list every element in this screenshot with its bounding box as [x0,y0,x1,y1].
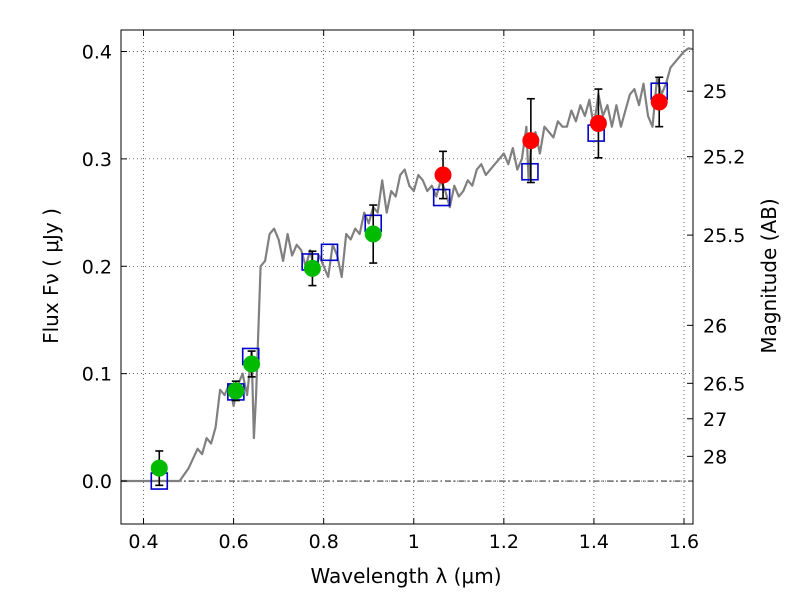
model-square-point [432,188,451,207]
error-bars [155,76,664,487]
right-tick-label: 25 [703,81,727,103]
y-tick-label: 0.1 [82,364,112,386]
data-point [434,166,452,184]
model-spectrum [121,47,694,483]
x-tick-label: 1.6 [669,531,699,553]
x-tick-label: 0.4 [128,531,158,553]
y-axis-title: Flux Fν ( μJy ) [39,208,63,344]
model-square-point [521,162,539,181]
model-square-point [320,243,339,262]
y-tick-label: 0.4 [82,41,112,63]
data-point [303,259,321,277]
x-tick-label: 1 [408,531,420,553]
spectrum-line [121,47,694,483]
right-tick-label: 28 [703,446,727,468]
y-tick-label: 0.3 [82,149,112,171]
y-tick-label: 0.0 [82,471,112,493]
right-tick-label: 25.5 [703,225,745,247]
model-photometry [150,82,669,490]
data-point [364,225,382,243]
plot-frame [120,29,694,525]
data-point [243,355,261,373]
x-tick-label: 1.4 [579,531,609,553]
x-tick-label: 1.2 [489,531,519,553]
grid [121,30,693,524]
observed-photometry [150,93,668,477]
right-tick-label: 25.2 [703,147,745,169]
right-tick-label: 27 [703,409,727,431]
data-point [650,93,668,111]
x-tick-label: 0.8 [309,531,339,553]
data-point [589,114,607,132]
axis-ticks: 0.4 0.6 0.8 1 1.2 1.4 1.6 0.0 0.1 0.2 0.3 0.4 25 25.2… [82,30,745,553]
y-tick-label: 0.2 [82,256,112,278]
right-tick-label: 26 [703,315,727,337]
data-point [522,132,540,150]
right-tick-label: 26.5 [703,373,745,395]
right-axis-title: Magnitude (AB) [757,198,781,353]
x-axis-title: Wavelength λ (μm) [310,564,501,588]
x-tick-label: 0.6 [218,531,248,553]
data-point [150,459,168,477]
data-point [227,382,245,400]
